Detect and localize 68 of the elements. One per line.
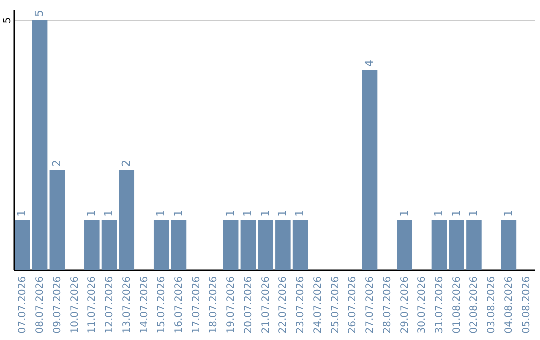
x-tick-label: 13.07.2026: [122, 276, 133, 334]
data-label: 1: [16, 210, 29, 217]
bar: [449, 220, 464, 270]
data-label: 1: [294, 210, 307, 217]
data-label: 1: [224, 210, 238, 217]
x-tick-label: 22.07.2026: [278, 276, 290, 334]
x-tick-label: 05.08.2026: [521, 276, 532, 334]
data-label: 1: [85, 210, 98, 217]
x-tick-label: 18.07.2026: [208, 276, 220, 334]
x-tick-label: 09.07.2026: [52, 276, 64, 334]
bar: [292, 220, 308, 270]
x-tick-label: 24.07.2026: [312, 276, 324, 334]
bar: [32, 20, 48, 270]
bar: [362, 70, 378, 270]
data-label: 1: [241, 210, 254, 217]
x-tick-label: 28.07.2026: [382, 276, 394, 334]
data-label: 1: [154, 210, 168, 217]
x-tick-label: 07.07.2026: [18, 276, 29, 334]
data-label: 1: [450, 210, 463, 217]
x-tick-label: 02.08.2026: [469, 276, 480, 334]
x-tick-label: 20.07.2026: [243, 276, 254, 334]
data-label: 2: [50, 160, 64, 167]
bar: [501, 220, 517, 270]
bar: [119, 170, 135, 270]
x-tick-label: 17.07.2026: [191, 276, 202, 334]
bar: [258, 220, 274, 270]
data-label: 2: [120, 160, 133, 167]
x-tick-label: 27.07.2026: [365, 276, 376, 334]
x-tick-label: 11.07.2026: [87, 276, 98, 334]
x-tick-label: 12.07.2026: [104, 276, 116, 334]
x-tick-label: 30.07.2026: [417, 276, 428, 334]
data-label: 1: [276, 210, 290, 217]
x-tick-label: 03.08.2026: [486, 276, 498, 334]
data-label: 1: [432, 210, 446, 217]
bar: [397, 220, 412, 270]
x-tick-label: 25.07.2026: [330, 276, 342, 334]
x-tick-label: 10.07.2026: [70, 276, 81, 334]
data-label: 1: [467, 210, 480, 217]
bar: [50, 170, 66, 270]
data-label: 1: [102, 210, 116, 217]
data-label: 5: [33, 10, 46, 17]
bar: [154, 220, 170, 270]
x-tick-label: 15.07.2026: [156, 276, 168, 334]
x-tick-label: 19.07.2026: [226, 276, 238, 334]
x-tick-label: 04.08.2026: [504, 276, 515, 334]
data-label: 4: [363, 60, 376, 67]
x-tick-label: 16.07.2026: [174, 276, 185, 334]
x-tick-label: 26.07.2026: [348, 276, 359, 334]
data-label: 1: [258, 210, 272, 217]
x-tick-label: 29.07.2026: [400, 276, 411, 334]
x-tick-label: 01.08.2026: [452, 276, 463, 334]
bar: [432, 220, 448, 270]
bar: [102, 220, 118, 270]
bar: [223, 220, 239, 270]
bar: [84, 220, 100, 270]
data-label: 1: [398, 210, 411, 217]
bar: [171, 220, 187, 270]
bar: [276, 220, 291, 270]
x-tick-label: 08.07.2026: [35, 276, 46, 334]
bar: [466, 220, 482, 270]
x-tick-label: 14.07.2026: [139, 276, 150, 334]
bar: [240, 220, 256, 270]
x-tick-label: 23.07.2026: [296, 276, 307, 334]
x-tick-label: 21.07.2026: [260, 276, 272, 334]
bar: [15, 220, 30, 270]
data-label: 1: [172, 210, 185, 217]
data-label: 1: [502, 210, 515, 217]
x-tick-label: 31.07.2026: [434, 276, 446, 334]
